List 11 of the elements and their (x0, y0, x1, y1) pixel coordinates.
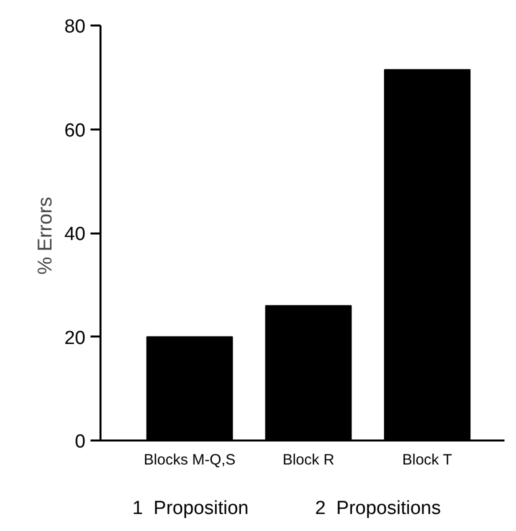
x-tick-label: Blocks M-Q,S (144, 452, 236, 468)
y-tick-label: 80 (64, 16, 86, 38)
text: 2 Propositions (315, 497, 441, 521)
y-axis-title: % Errors (34, 196, 56, 275)
y-tick-label: 60 (64, 120, 86, 142)
y-tick-label: 0 (74, 432, 86, 452)
y-tick-label: 40 (64, 224, 86, 245)
x-tick-label: Block R (282, 452, 334, 468)
y-tick-label: 20 (64, 328, 86, 349)
x-tick-label: Block T (402, 452, 452, 468)
text: 1 Proposition (132, 497, 249, 521)
